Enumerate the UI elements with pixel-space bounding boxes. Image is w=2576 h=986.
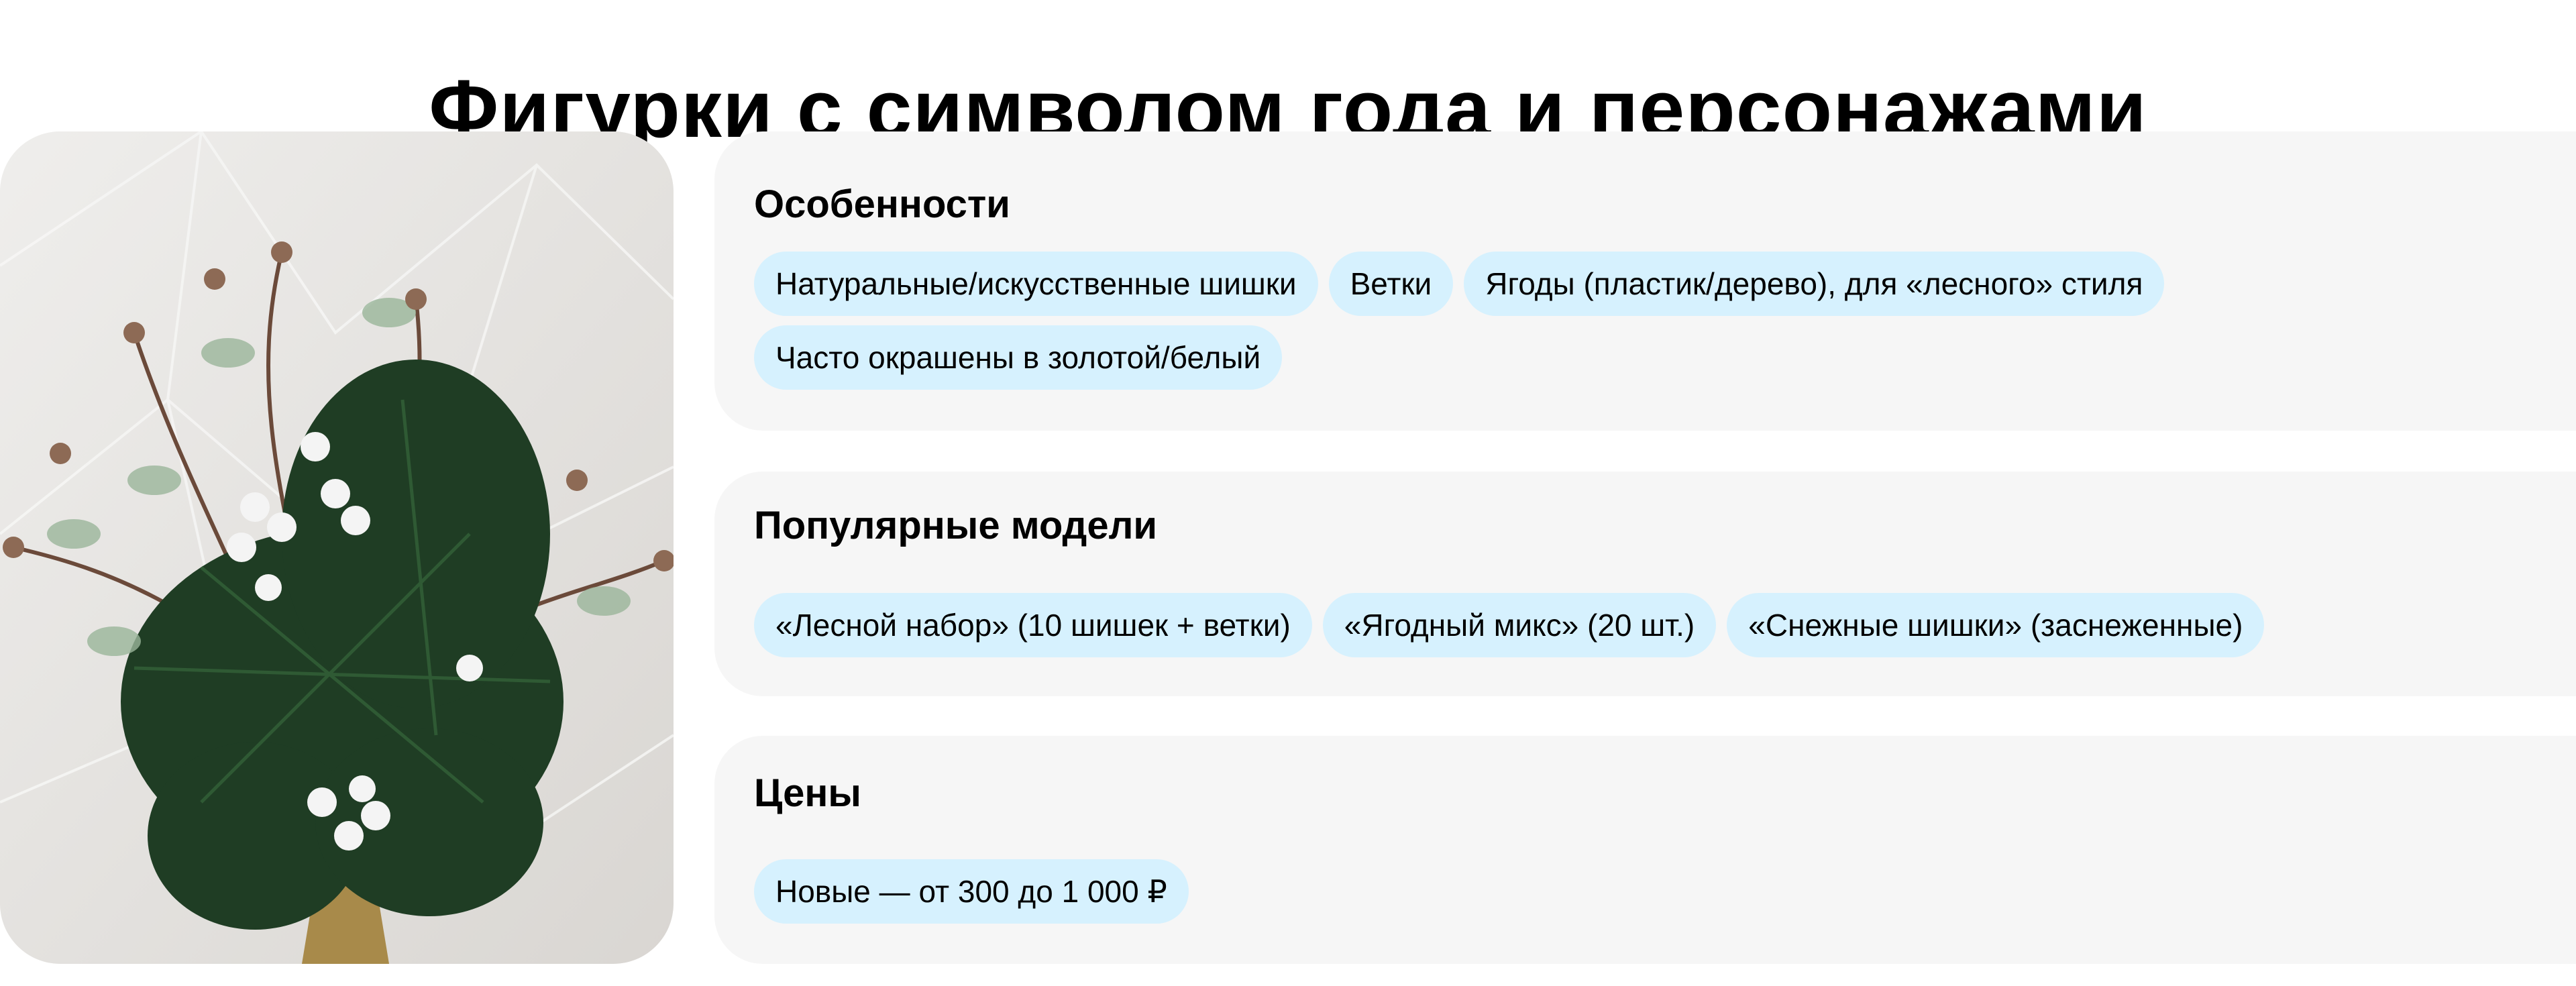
model-chip: «Снежные шишки» (заснеженные)	[1727, 593, 2265, 657]
prices-chips: Новые — от 300 до 1 000 ₽	[754, 859, 2431, 924]
feature-chip: Натуральные/искусственные шишки	[754, 252, 1318, 316]
model-chip: «Лесной набор» (10 шишек + ветки)	[754, 593, 1312, 657]
prices-heading: Цены	[754, 771, 861, 815]
price-chip: Новые — от 300 до 1 000 ₽	[754, 859, 1189, 924]
model-chip: «Ягодный микс» (20 шт.)	[1322, 593, 1717, 657]
feature-chip: Ягоды (пластик/дерево), для «лесного» ст…	[1464, 252, 2165, 316]
popular-models-chips: «Лесной набор» (10 шишек + ветки) «Ягодн…	[754, 593, 2431, 657]
feature-chip: Часто окрашены в золотой/белый	[754, 325, 1283, 390]
popular-models-card: Популярные модели «Лесной набор» (10 шиш…	[714, 472, 2576, 696]
prices-card: Цены Новые — от 300 до 1 000 ₽	[714, 736, 2576, 964]
features-chips: Натуральные/искусственные шишки Ветки Яг…	[754, 252, 2431, 390]
bouquet-image	[0, 131, 674, 964]
product-photo	[0, 131, 674, 964]
features-card: Особенности Натуральные/искусственные ши…	[714, 131, 2576, 431]
features-heading: Особенности	[754, 182, 1010, 226]
popular-models-heading: Популярные модели	[754, 504, 1158, 547]
feature-chip: Ветки	[1328, 252, 1454, 316]
